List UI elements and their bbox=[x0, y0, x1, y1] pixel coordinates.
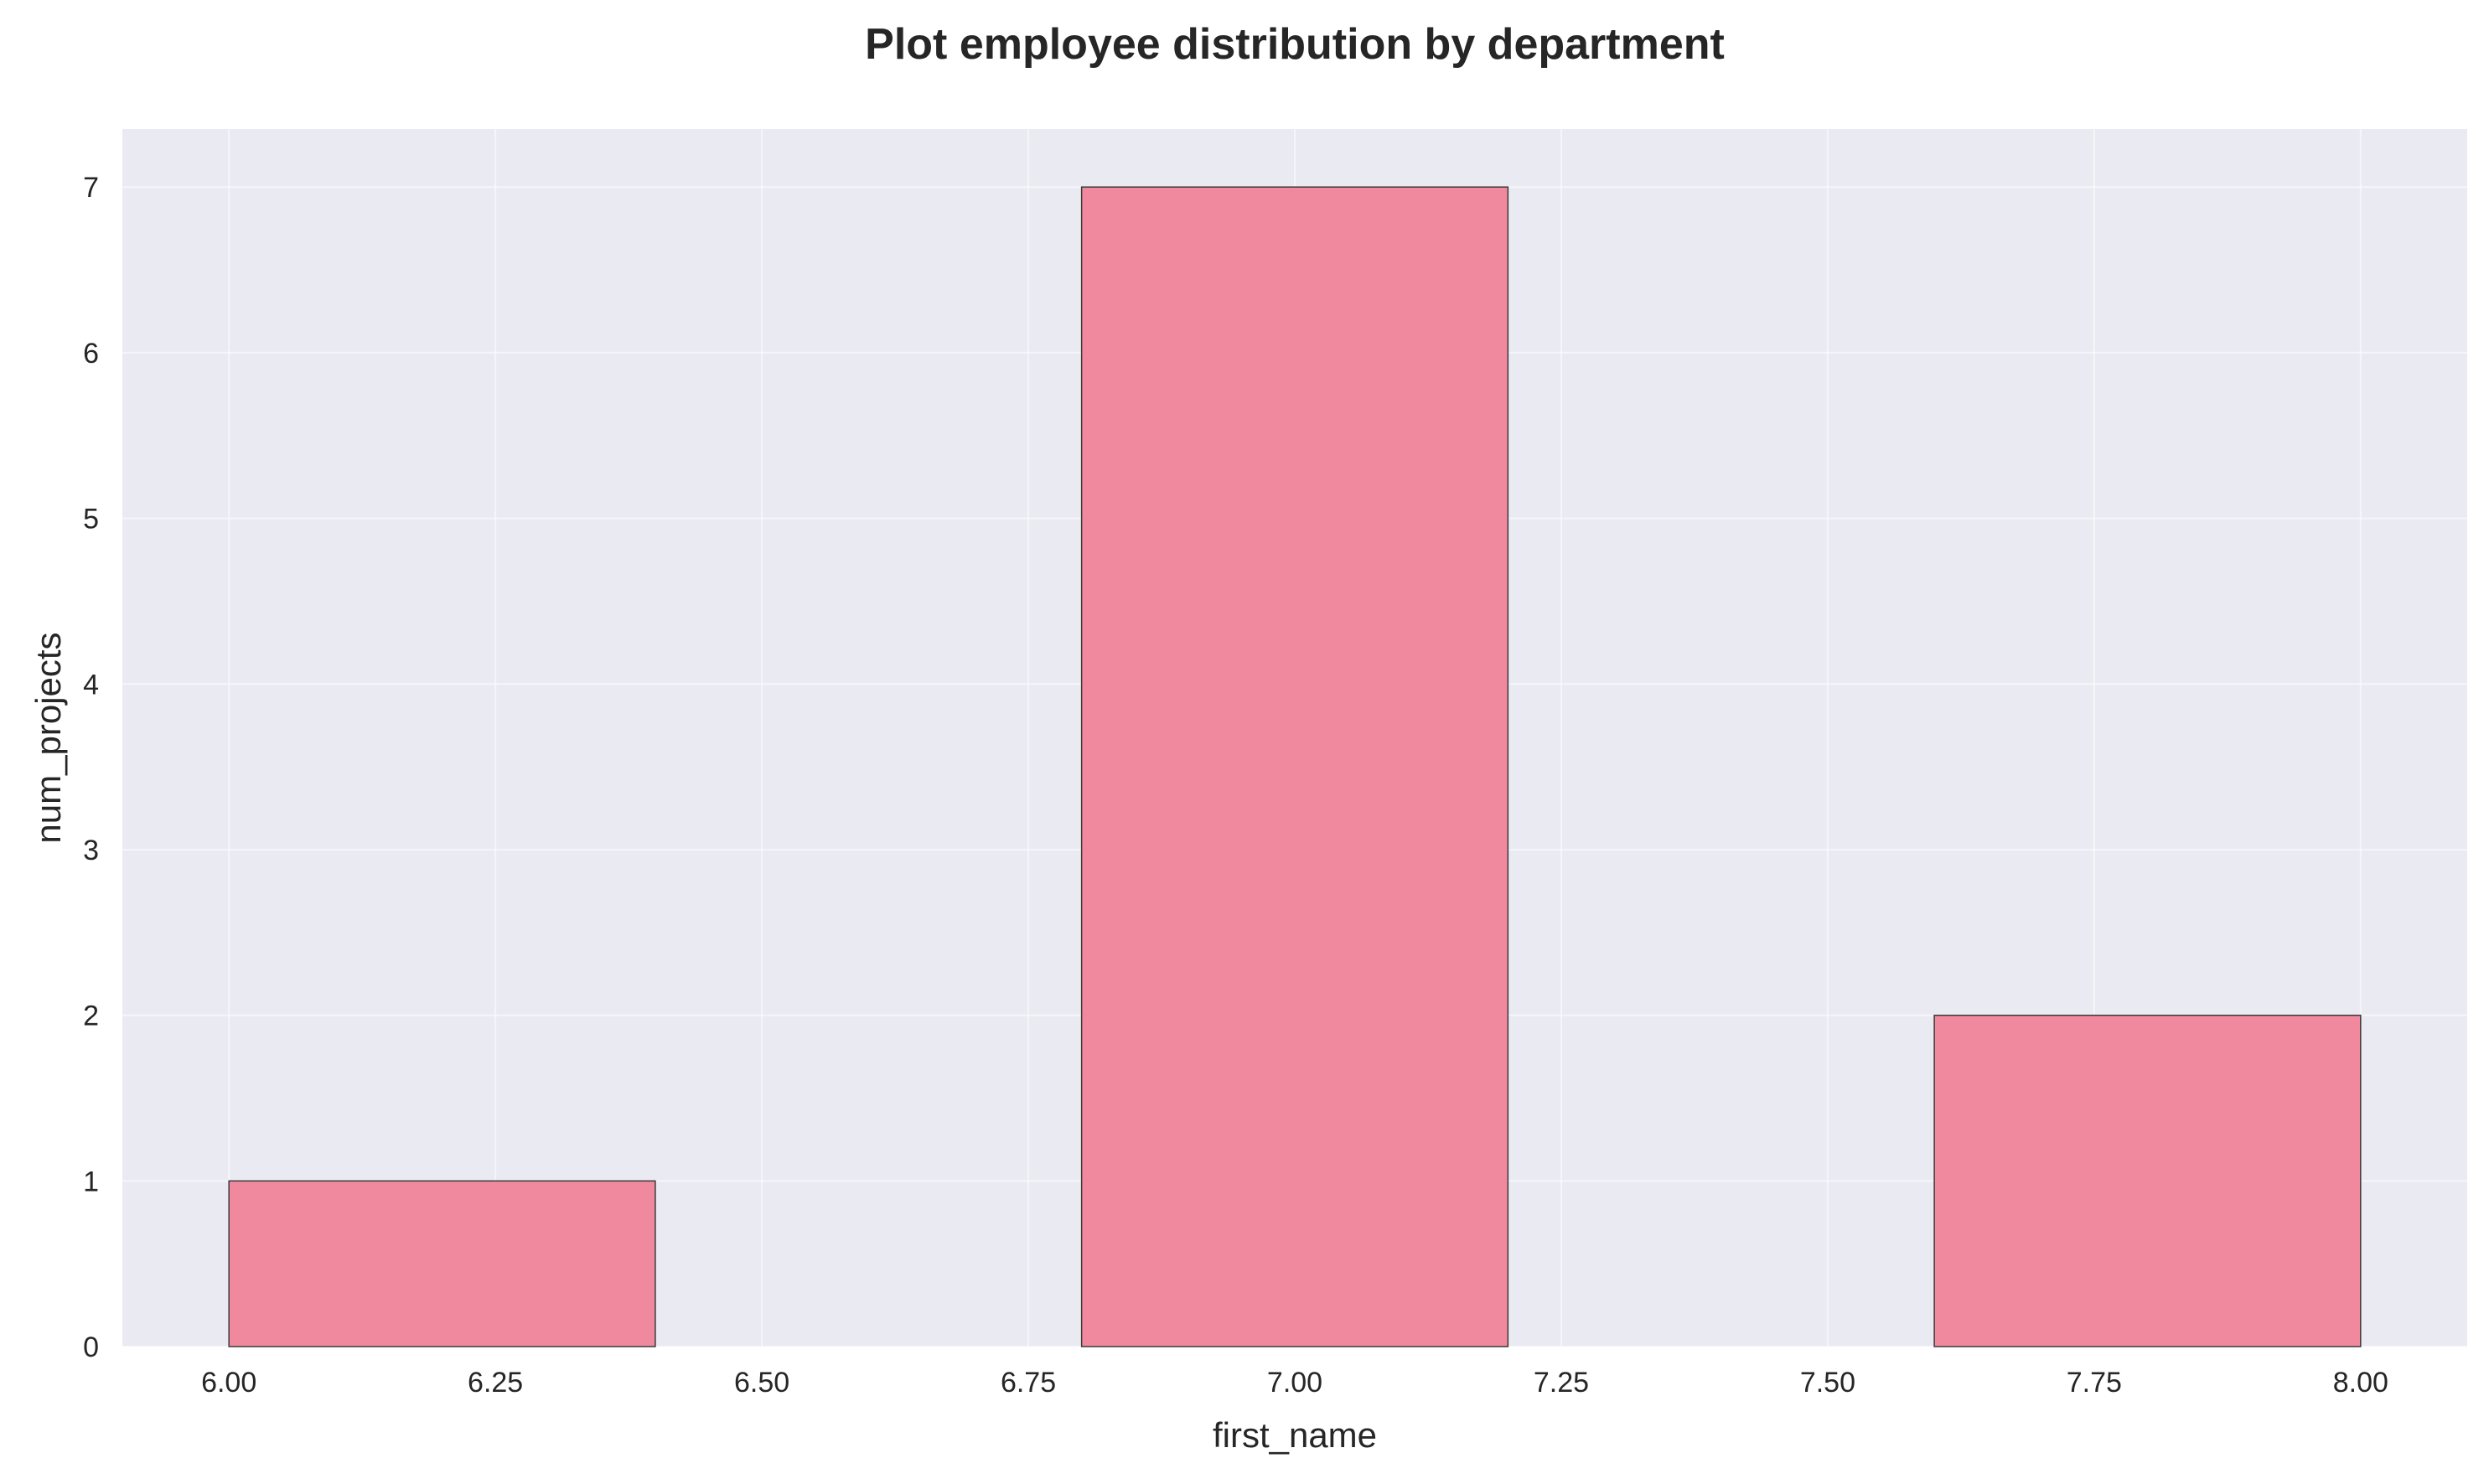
y-tick-label: 4 bbox=[83, 669, 99, 701]
histogram-bar-1 bbox=[228, 1180, 656, 1347]
y-tick-label: 3 bbox=[83, 835, 99, 866]
y-tick-label: 1 bbox=[83, 1166, 99, 1197]
x-tick-label: 7.25 bbox=[1534, 1367, 1589, 1399]
x-tick-label: 7.50 bbox=[1800, 1367, 1855, 1399]
y-tick-label: 7 bbox=[83, 172, 99, 204]
x-tick-label: 7.00 bbox=[1267, 1367, 1322, 1399]
histogram-bar-5 bbox=[1933, 1014, 2362, 1347]
x-tick-label: 8.00 bbox=[2333, 1367, 2388, 1399]
x-axis-label: first_name bbox=[1213, 1415, 1377, 1455]
bar-layer bbox=[228, 186, 2362, 1347]
y-tick-label: 6 bbox=[83, 338, 99, 370]
y-tick-label: 2 bbox=[83, 1001, 99, 1032]
x-tick-labels: 6.00 6.25 6.50 6.75 7.00 7.25 7.50 7.75 8.00 bbox=[201, 1367, 2388, 1399]
y-tick-label: 0 bbox=[83, 1331, 99, 1363]
x-tick-label: 6.75 bbox=[1001, 1367, 1056, 1399]
x-tick-label: 6.25 bbox=[468, 1367, 523, 1399]
x-tick-label: 7.75 bbox=[2067, 1367, 2122, 1399]
x-tick-label: 6.50 bbox=[734, 1367, 789, 1399]
y-axis-label: num_projects bbox=[28, 632, 68, 843]
y-tick-labels: 0 1 2 3 4 5 6 7 bbox=[83, 172, 99, 1363]
chart-title: Plot employee distribution by department bbox=[865, 20, 1725, 69]
y-tick-label: 5 bbox=[83, 504, 99, 535]
histogram-bar-3 bbox=[1080, 186, 1509, 1347]
x-tick-label: 6.00 bbox=[201, 1367, 256, 1399]
